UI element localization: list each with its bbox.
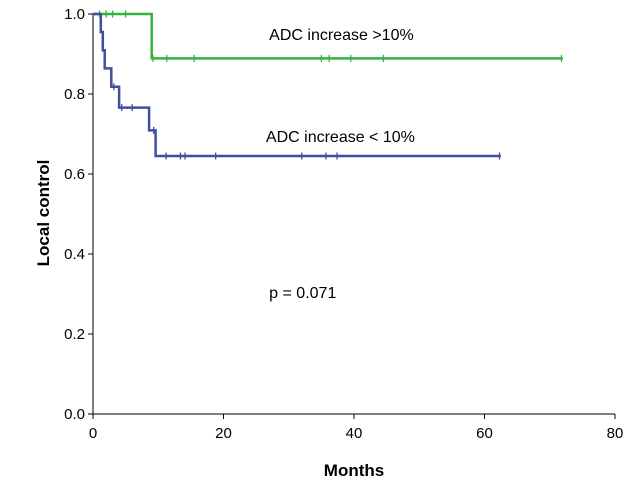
axes: 0.0 0.2 0.4 0.6 0.8 1.0 0 20 40 60 80 xyxy=(64,6,623,442)
y-tick-label: 0.2 xyxy=(64,326,85,343)
series-layer xyxy=(93,10,563,160)
y-tick-label: 0.0 xyxy=(64,406,85,423)
x-tick-label: 20 xyxy=(215,425,232,442)
y-tick-label: 0.4 xyxy=(64,246,85,263)
y-tick-label: 1.0 xyxy=(64,6,85,23)
x-tick-label: 0 xyxy=(89,425,97,442)
series-adc-increase-low xyxy=(93,12,501,160)
y-axis-title: Local control xyxy=(34,160,53,267)
p-value-annotation: p = 0.071 xyxy=(269,285,336,302)
labels-layer: ADC increase >10% ADC increase < 10% p = 0… xyxy=(266,27,415,302)
x-tick-label: 60 xyxy=(476,425,493,442)
y-tick-label: 0.8 xyxy=(64,86,85,103)
survival-curve xyxy=(93,12,501,158)
y-tick-label: 0.6 xyxy=(64,166,85,183)
x-tick-label: 40 xyxy=(346,425,363,442)
x-tick-label: 80 xyxy=(607,425,624,442)
survival-curve xyxy=(93,12,563,60)
series-adc-increase-high xyxy=(93,10,563,62)
x-axis-title: Months xyxy=(324,461,384,480)
series-label: ADC increase < 10% xyxy=(266,129,415,146)
series-label: ADC increase >10% xyxy=(269,27,414,44)
